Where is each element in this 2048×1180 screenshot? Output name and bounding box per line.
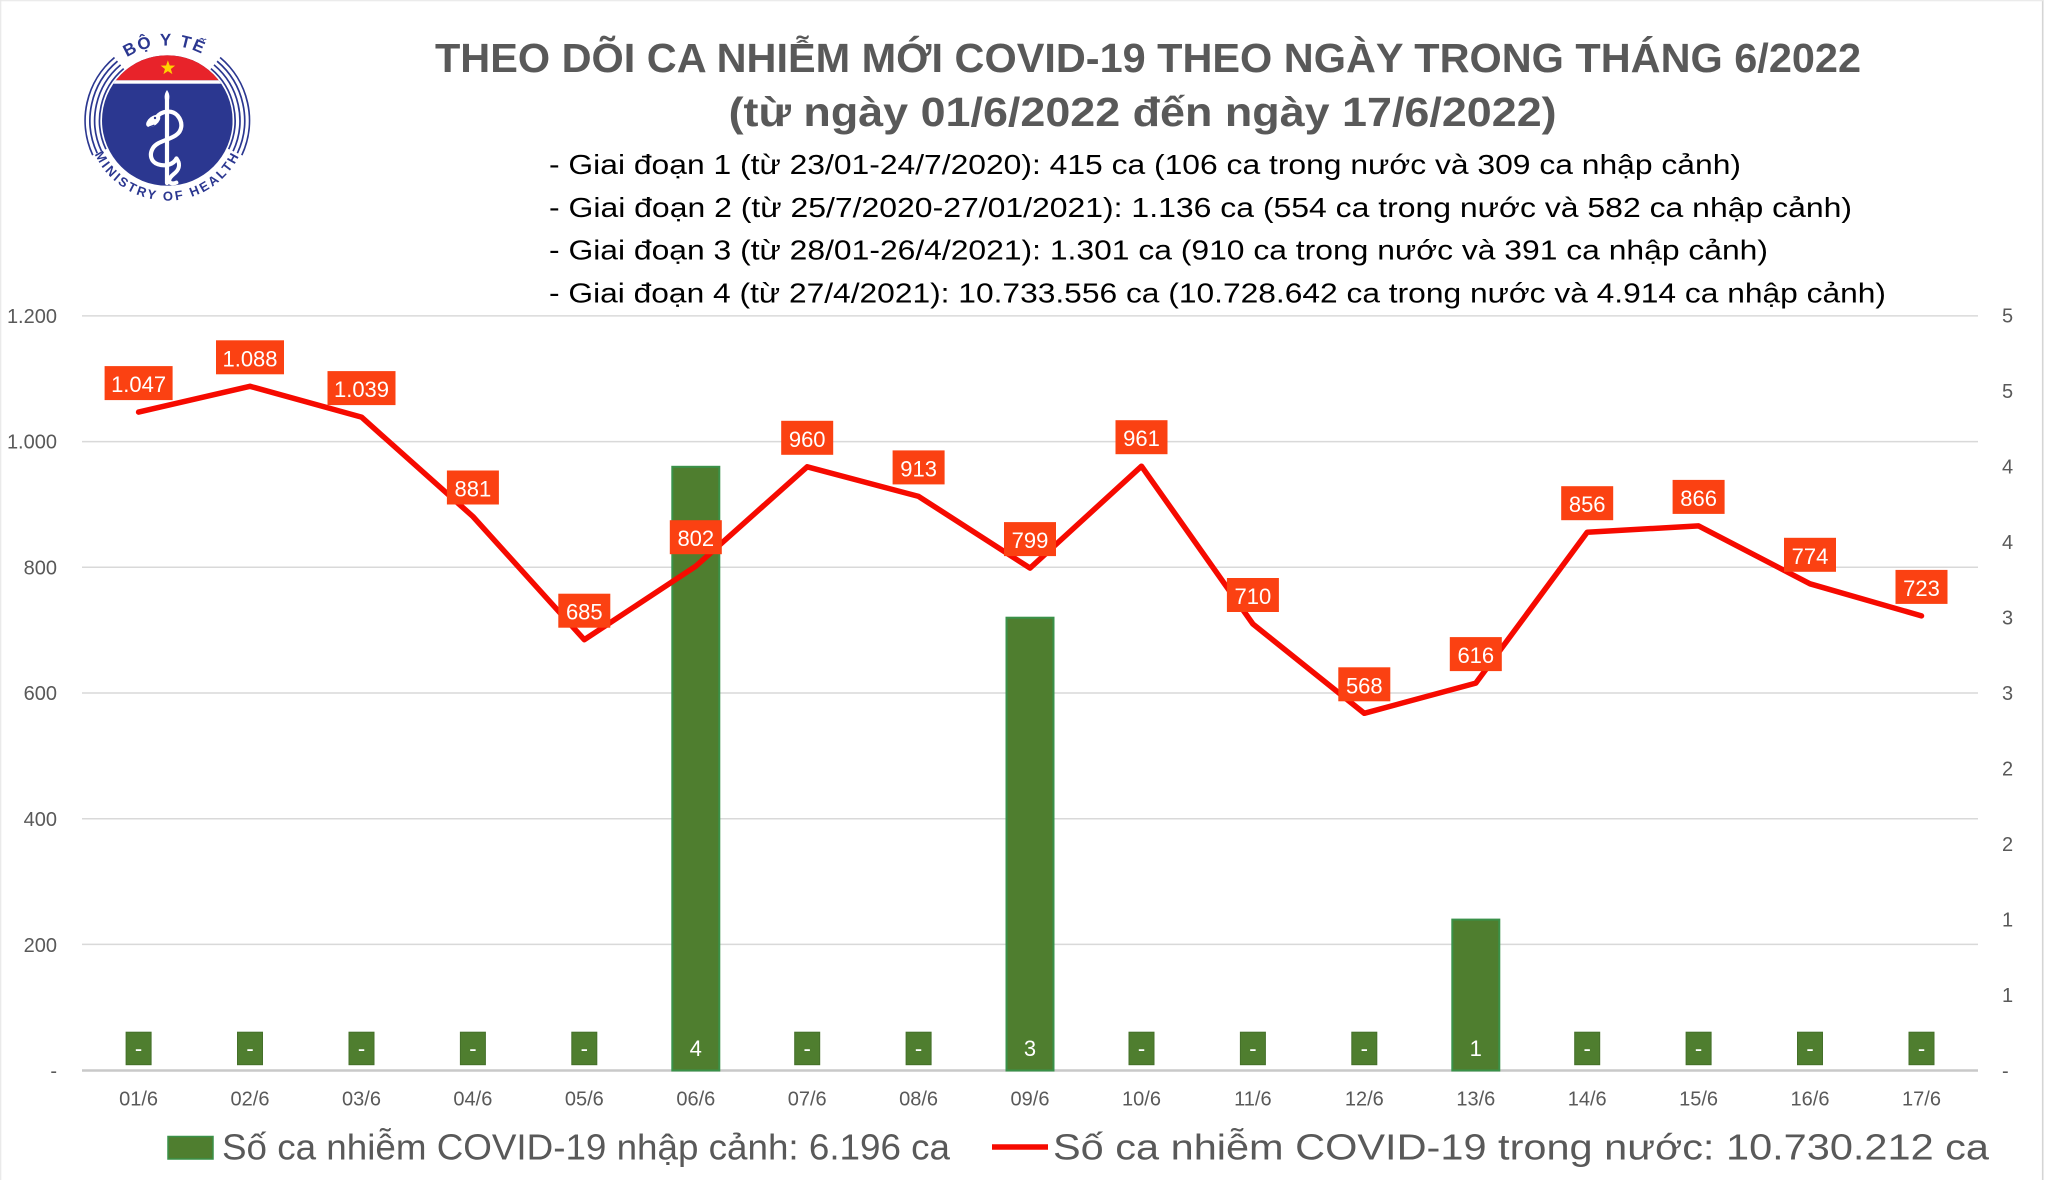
svg-text:Số ca nhiễm COVID-19 nhập cảnh: Số ca nhiễm COVID-19 nhập cảnh: 6.196 ca	[222, 1127, 951, 1168]
svg-text:2: 2	[2002, 834, 2013, 856]
svg-text:03/6: 03/6	[342, 1089, 381, 1111]
svg-text:04/6: 04/6	[453, 1089, 492, 1111]
svg-text:06/6: 06/6	[676, 1089, 715, 1111]
svg-text:(từ ngày 01/6/2022 đến ngày 17: (từ ngày 01/6/2022 đến ngày 17/6/2022)	[729, 89, 1557, 135]
svg-text:616: 616	[1457, 643, 1494, 668]
svg-text:-: -	[1806, 1036, 1813, 1061]
svg-text:3: 3	[1024, 1036, 1036, 1061]
svg-text:14/6: 14/6	[1568, 1089, 1607, 1111]
svg-text:-: -	[915, 1036, 922, 1061]
svg-text:400: 400	[24, 809, 57, 831]
svg-text:4: 4	[2002, 532, 2013, 554]
svg-text:02/6: 02/6	[231, 1089, 270, 1111]
svg-text:5: 5	[2002, 306, 2013, 328]
svg-text:-: -	[1584, 1036, 1591, 1061]
svg-text:960: 960	[789, 427, 826, 452]
svg-text:-: -	[1695, 1036, 1702, 1061]
svg-text:4: 4	[690, 1036, 702, 1061]
svg-text:-: -	[804, 1036, 811, 1061]
svg-text:16/6: 16/6	[1791, 1089, 1830, 1111]
svg-text:12/6: 12/6	[1345, 1089, 1384, 1111]
svg-text:799: 799	[1012, 528, 1049, 553]
svg-text:600: 600	[24, 683, 57, 705]
svg-text:1.047: 1.047	[111, 372, 166, 397]
svg-text:200: 200	[24, 935, 57, 957]
svg-text:- Giai đoạn 2 (từ 25/7/2020-27: - Giai đoạn 2 (từ 25/7/2020-27/01/2021):…	[549, 192, 1852, 223]
svg-text:774: 774	[1792, 544, 1829, 569]
svg-text:710: 710	[1235, 584, 1272, 609]
svg-text:11/6: 11/6	[1234, 1089, 1271, 1111]
svg-text:1.039: 1.039	[334, 377, 389, 402]
svg-text:15/6: 15/6	[1679, 1089, 1718, 1111]
svg-text:-: -	[1918, 1036, 1925, 1061]
svg-text:- Giai đoạn 1 (từ 23/01-24/7/2: - Giai đoạn 1 (từ 23/01-24/7/2020): 415 …	[549, 149, 1741, 180]
svg-text:3: 3	[2002, 608, 2013, 630]
svg-text:5: 5	[2002, 381, 2013, 403]
svg-text:-: -	[358, 1036, 365, 1061]
svg-text:802: 802	[677, 526, 714, 551]
svg-text:-: -	[50, 1061, 57, 1083]
svg-text:THEO DÕI CA NHIỄM MỚI COVID-19: THEO DÕI CA NHIỄM MỚI COVID-19 THEO NGÀY…	[435, 35, 1861, 81]
svg-text:1: 1	[1470, 1036, 1482, 1061]
svg-text:2: 2	[2002, 759, 2013, 781]
svg-text:-: -	[469, 1036, 476, 1061]
svg-text:13/6: 13/6	[1456, 1089, 1495, 1111]
svg-text:-: -	[135, 1036, 142, 1061]
svg-text:568: 568	[1346, 673, 1383, 698]
svg-text:05/6: 05/6	[565, 1089, 604, 1111]
svg-text:3: 3	[2002, 683, 2013, 705]
svg-text:- Giai đoạn 3 (từ 28/01-26/4/2: - Giai đoạn 3 (từ 28/01-26/4/2021): 1.30…	[549, 235, 1768, 266]
svg-text:866: 866	[1680, 486, 1717, 511]
svg-text:685: 685	[566, 600, 603, 625]
svg-text:1: 1	[2002, 985, 2013, 1007]
svg-text:08/6: 08/6	[899, 1089, 938, 1111]
svg-text:09/6: 09/6	[1011, 1089, 1050, 1111]
svg-text:07/6: 07/6	[788, 1089, 827, 1111]
svg-text:- Giai đoạn 4 (từ 27/4/2021):: - Giai đoạn 4 (từ 27/4/2021): 10.733.556…	[549, 277, 1886, 308]
svg-text:961: 961	[1123, 426, 1160, 451]
svg-text:800: 800	[24, 557, 57, 579]
svg-text:-: -	[2002, 1060, 2009, 1082]
svg-text:-: -	[1249, 1036, 1256, 1061]
svg-text:-: -	[1361, 1036, 1368, 1061]
svg-text:10/6: 10/6	[1122, 1089, 1161, 1111]
svg-text:-: -	[1138, 1036, 1145, 1061]
svg-text:1: 1	[2002, 909, 2013, 931]
svg-text:4: 4	[2002, 457, 2013, 479]
svg-text:1.000: 1.000	[7, 432, 57, 454]
svg-text:1.088: 1.088	[222, 346, 277, 371]
svg-text:856: 856	[1569, 492, 1606, 517]
svg-text:913: 913	[900, 456, 937, 481]
svg-text:1.200: 1.200	[7, 306, 57, 328]
svg-text:881: 881	[455, 477, 492, 502]
svg-text:723: 723	[1903, 576, 1940, 601]
svg-text:Số ca nhiễm COVID-19 trong nướ: Số ca nhiễm COVID-19 trong nước: 10.730.…	[1053, 1127, 1990, 1168]
svg-text:-: -	[246, 1036, 253, 1061]
svg-text:17/6: 17/6	[1902, 1089, 1941, 1111]
svg-text:-: -	[581, 1036, 588, 1061]
svg-text:01/6: 01/6	[119, 1089, 158, 1111]
